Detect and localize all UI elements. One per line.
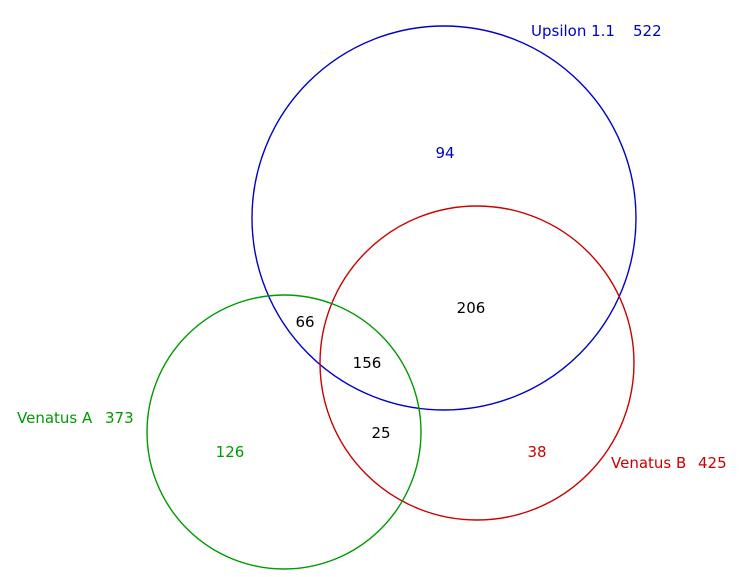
venatus-b-circle bbox=[319, 205, 635, 521]
region-upsilon-and-venatus-b: 206 bbox=[457, 299, 486, 317]
upsilon-set-total: 522 bbox=[633, 22, 662, 40]
venatus-a-set-total: 373 bbox=[105, 409, 134, 427]
region-upsilon-and-venatus-a: 66 bbox=[295, 313, 314, 331]
region-upsilon-only: 94 bbox=[435, 144, 454, 162]
venatus-a-set-name: Venatus A bbox=[17, 409, 93, 427]
venatus-b-set-name: Venatus B bbox=[611, 454, 686, 472]
venatus-b-set-total: 425 bbox=[698, 454, 727, 472]
region-venatus-b-only: 38 bbox=[527, 443, 546, 461]
upsilon-set-name: Upsilon 1.1 bbox=[531, 22, 615, 40]
upsilon-circle bbox=[251, 25, 637, 411]
venatus-a-circle bbox=[146, 294, 422, 570]
region-all-three: 156 bbox=[353, 354, 382, 372]
region-venatus-a-only: 126 bbox=[216, 443, 245, 461]
region-venatus-a-and-venatus-b: 25 bbox=[371, 424, 390, 442]
